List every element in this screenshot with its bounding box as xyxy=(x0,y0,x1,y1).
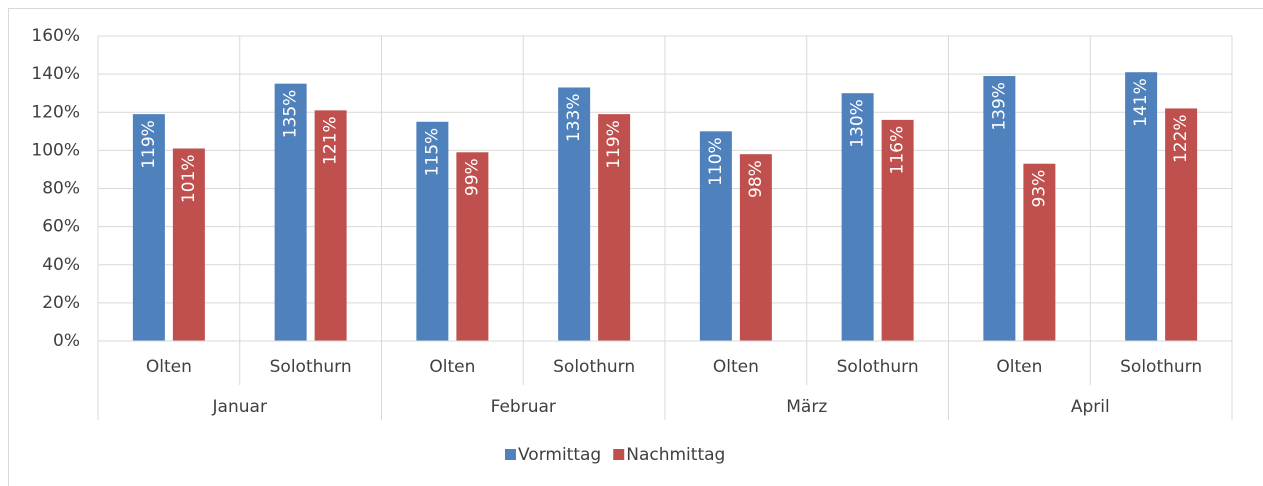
group-label: Februar xyxy=(491,397,556,417)
bar xyxy=(1023,163,1056,341)
x-tick-label: Olten xyxy=(429,357,475,377)
x-tick-label: Olten xyxy=(146,357,192,377)
legend-swatch xyxy=(505,449,516,460)
value-label: 121% xyxy=(321,116,341,165)
y-tick-label: 120% xyxy=(31,102,80,122)
bar xyxy=(172,148,205,341)
group-label: März xyxy=(786,397,827,417)
bar xyxy=(739,154,772,341)
bar xyxy=(456,152,489,341)
value-label: 122% xyxy=(1171,114,1191,163)
x-tick-label: Olten xyxy=(713,357,759,377)
legend-label: Nachmittag xyxy=(626,445,725,465)
y-tick-label: 40% xyxy=(42,255,80,275)
value-label: 110% xyxy=(706,137,726,186)
x-tick-label: Solothurn xyxy=(553,357,635,377)
value-label: 139% xyxy=(989,82,1009,131)
value-label: 119% xyxy=(604,120,624,169)
bar xyxy=(274,83,307,341)
bar xyxy=(598,114,631,341)
group-label: Januar xyxy=(212,397,267,417)
legend-swatch xyxy=(613,449,625,460)
value-label: 141% xyxy=(1131,78,1151,127)
y-tick-label: 140% xyxy=(31,64,80,84)
bar xyxy=(841,93,874,341)
bar xyxy=(558,87,591,341)
legend-label: Vormittag xyxy=(518,445,601,465)
bar xyxy=(1165,108,1198,341)
x-tick-label: Solothurn xyxy=(1120,357,1202,377)
bar xyxy=(416,121,449,341)
bar xyxy=(881,119,914,341)
x-tick-label: Olten xyxy=(996,357,1042,377)
y-tick-label: 80% xyxy=(42,179,80,199)
value-label: 135% xyxy=(281,90,301,139)
value-label: 116% xyxy=(888,126,908,175)
bar xyxy=(1125,72,1158,341)
value-label: 98% xyxy=(746,160,766,198)
value-label: 115% xyxy=(422,128,442,177)
value-label: 99% xyxy=(462,158,482,196)
bar xyxy=(983,76,1016,341)
y-tick-label: 0% xyxy=(53,331,80,351)
x-tick-label: Solothurn xyxy=(270,357,352,377)
y-tick-label: 20% xyxy=(42,293,80,313)
value-label: 130% xyxy=(848,99,868,148)
value-label: 133% xyxy=(564,93,584,142)
value-label: 93% xyxy=(1029,170,1049,208)
group-label: April xyxy=(1071,397,1110,417)
bar xyxy=(314,110,347,341)
value-label: 101% xyxy=(179,154,199,203)
y-tick-label: 160% xyxy=(31,26,80,46)
value-label: 119% xyxy=(139,120,159,169)
bar xyxy=(132,114,165,341)
bar xyxy=(699,131,732,341)
y-tick-label: 60% xyxy=(42,217,80,237)
x-tick-label: Solothurn xyxy=(837,357,919,377)
y-tick-label: 100% xyxy=(31,140,80,160)
